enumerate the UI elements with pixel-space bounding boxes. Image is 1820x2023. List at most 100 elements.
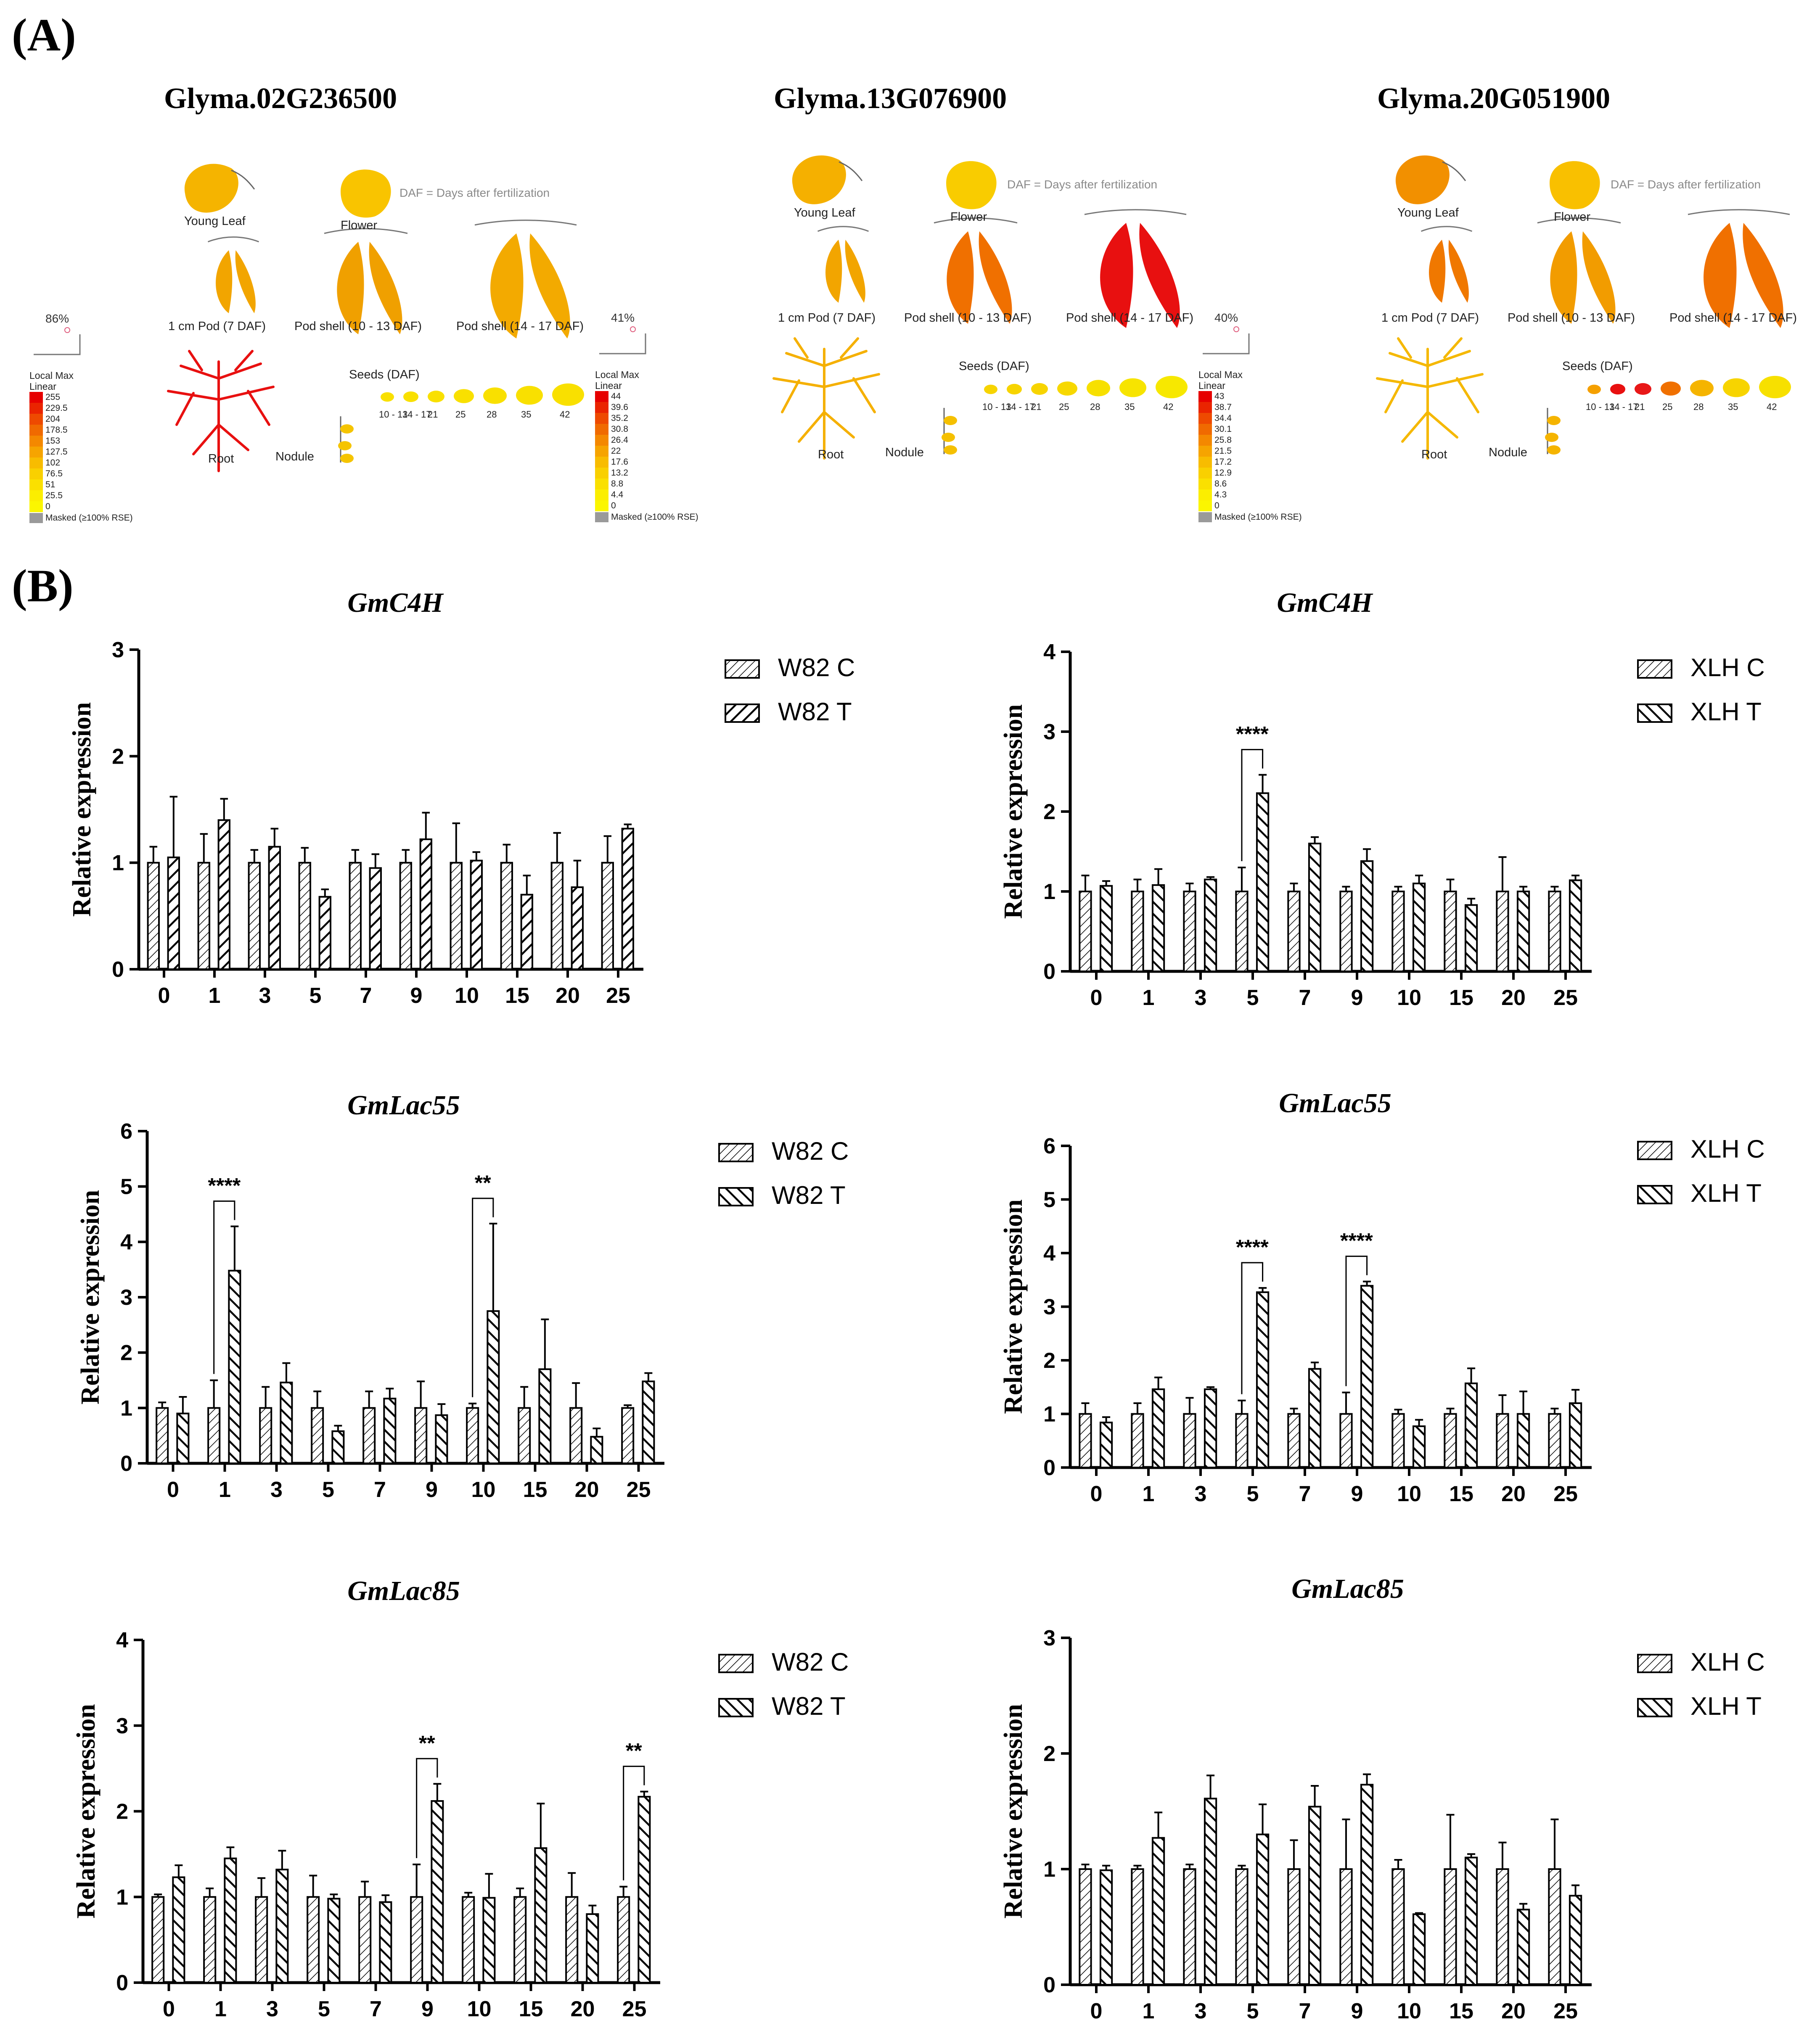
- pod-shell-14-17-right-valve: [1743, 223, 1783, 328]
- control-bar: [1444, 1868, 1457, 1986]
- legend-title-local-max: Local Max: [29, 370, 74, 381]
- treatment-bar: [1256, 1833, 1270, 1986]
- legend-scale-row: 30.8: [595, 424, 704, 435]
- control-bar: [569, 1407, 583, 1464]
- percent-marker: [64, 327, 70, 333]
- legend-swatch: [595, 402, 608, 413]
- legend-swatch: [29, 414, 43, 425]
- treatment-bar: [1308, 1368, 1322, 1468]
- legend-swatch: [29, 501, 43, 512]
- treatment-bar: [1099, 1421, 1113, 1468]
- legend-swatch: [29, 457, 43, 468]
- treatment-bar: [369, 867, 382, 970]
- legend-scale-value: 13.2: [611, 468, 628, 478]
- y-tick-label: 1: [112, 851, 124, 875]
- root-branch: [781, 379, 800, 413]
- legend-title-linear: Linear: [29, 381, 56, 392]
- legend-swatch: [1637, 703, 1672, 723]
- legend-scale-row: 21.5: [1198, 446, 1308, 457]
- y-tick-label: 1: [120, 1396, 132, 1420]
- x-tick-label: 7: [1299, 986, 1311, 1010]
- young-leaf-shape: [1395, 155, 1450, 204]
- significance-label: ****: [1236, 1235, 1269, 1259]
- legend-label: W82 T: [778, 698, 852, 726]
- legend-scale-value: 12.9: [1214, 468, 1232, 478]
- legend-swatch: [1637, 1185, 1672, 1204]
- organ-label-root: Root: [818, 448, 844, 461]
- expression-atlas: 10 - 13 14 - 17 21 25 28 35 42 Young Leaf Flower…: [595, 139, 1193, 559]
- legend-scale-value: 35.2: [611, 413, 628, 423]
- significance-bracket: [1241, 1262, 1264, 1394]
- legend-title-local-max: Local Max: [595, 369, 639, 380]
- seed-stage-label: 10 - 13: [379, 409, 408, 420]
- treatment-bar: [1204, 878, 1217, 972]
- control-bar: [1496, 1868, 1509, 1986]
- legend-scale-row: 51: [29, 479, 139, 490]
- nodule-shape: [1547, 445, 1561, 455]
- seed-stage-label: 14 - 17: [1006, 402, 1035, 412]
- x-tick-label: 10: [467, 1997, 492, 2021]
- seed-stage-label: 35: [1124, 402, 1135, 412]
- x-tick-label: 10: [1397, 1482, 1421, 1506]
- seed-shape: [1031, 383, 1048, 395]
- y-tick-label: 3: [120, 1285, 132, 1310]
- x-tick-label: 20: [575, 1478, 599, 1502]
- daf-note: DAF = Days after fertilization: [1007, 178, 1158, 191]
- organ-label-root: Root: [208, 452, 234, 465]
- seed-stage-label: 25: [455, 409, 466, 420]
- treatment-bar: [1464, 1856, 1478, 1986]
- control-bar: [462, 1896, 475, 1983]
- organ-label-pod-shell-14-17: Pod shell (14 - 17 DAF): [1669, 311, 1797, 325]
- seed-stage-label: 42: [1767, 402, 1777, 412]
- legend-label: W82 C: [772, 1648, 849, 1676]
- seed-stage-label: 10 - 13: [1586, 402, 1615, 412]
- pod-stem-line: [817, 226, 869, 232]
- treatment-bar: [1256, 792, 1270, 973]
- x-tick-label: 5: [1247, 1482, 1259, 1506]
- y-tick-label: 6: [1043, 1134, 1055, 1158]
- treatment-bar: [482, 1897, 496, 1984]
- legend-scale-value: 102: [45, 458, 61, 468]
- legend-scale-value: 43: [1214, 391, 1225, 401]
- control-bar: [298, 862, 311, 971]
- legend-masked-label: Masked (≥100% RSE): [1214, 512, 1302, 522]
- organ-label-nodule: Nodule: [275, 450, 314, 463]
- legend-scale-row: 229.5: [29, 403, 139, 414]
- root-branch: [192, 423, 220, 455]
- root-branch: [1443, 337, 1463, 359]
- x-tick-label: 20: [1501, 1999, 1526, 2023]
- treatment-bar: [217, 819, 230, 971]
- percent-bracket: [599, 333, 646, 354]
- seed-shape: [516, 386, 543, 405]
- treatment-bar: [318, 896, 331, 971]
- root-branch: [217, 423, 249, 451]
- gene-title: Glyma.20G051900: [1377, 82, 1611, 115]
- organ-label-seeds: Seeds (DAF): [349, 368, 420, 381]
- treatment-bar: [534, 1847, 548, 1983]
- y-tick-label: 5: [120, 1175, 132, 1199]
- root-branch: [794, 337, 809, 359]
- percent-marker: [1233, 326, 1239, 332]
- leaf-stem: [839, 161, 863, 181]
- legend-scale-row: 34.4: [1198, 413, 1308, 424]
- root-branch: [1426, 373, 1484, 388]
- x-tick-label: 5: [1247, 1999, 1259, 2023]
- significance-bracket: [1241, 749, 1264, 861]
- root-branch: [247, 390, 270, 426]
- legend-swatch: [1198, 413, 1212, 424]
- control-bar: [1339, 891, 1353, 972]
- x-tick-label: 15: [1449, 986, 1473, 1010]
- legend-scale-value: 255: [45, 392, 61, 402]
- y-tick-label: 0: [116, 1971, 128, 1995]
- seed-shape: [1690, 380, 1714, 397]
- seed-stage-label: 28: [1090, 402, 1100, 412]
- pod-stem-line: [474, 219, 577, 226]
- nodule-shape: [340, 424, 354, 434]
- root-branch: [180, 365, 220, 380]
- legend-scale-row: 17.6: [595, 457, 704, 468]
- treatment-bar: [383, 1397, 397, 1464]
- control-bar: [1235, 1413, 1249, 1468]
- seed-stage-label: 25: [1662, 402, 1673, 412]
- treatment-bar: [167, 857, 180, 970]
- seed-stage-label: 35: [1728, 402, 1738, 412]
